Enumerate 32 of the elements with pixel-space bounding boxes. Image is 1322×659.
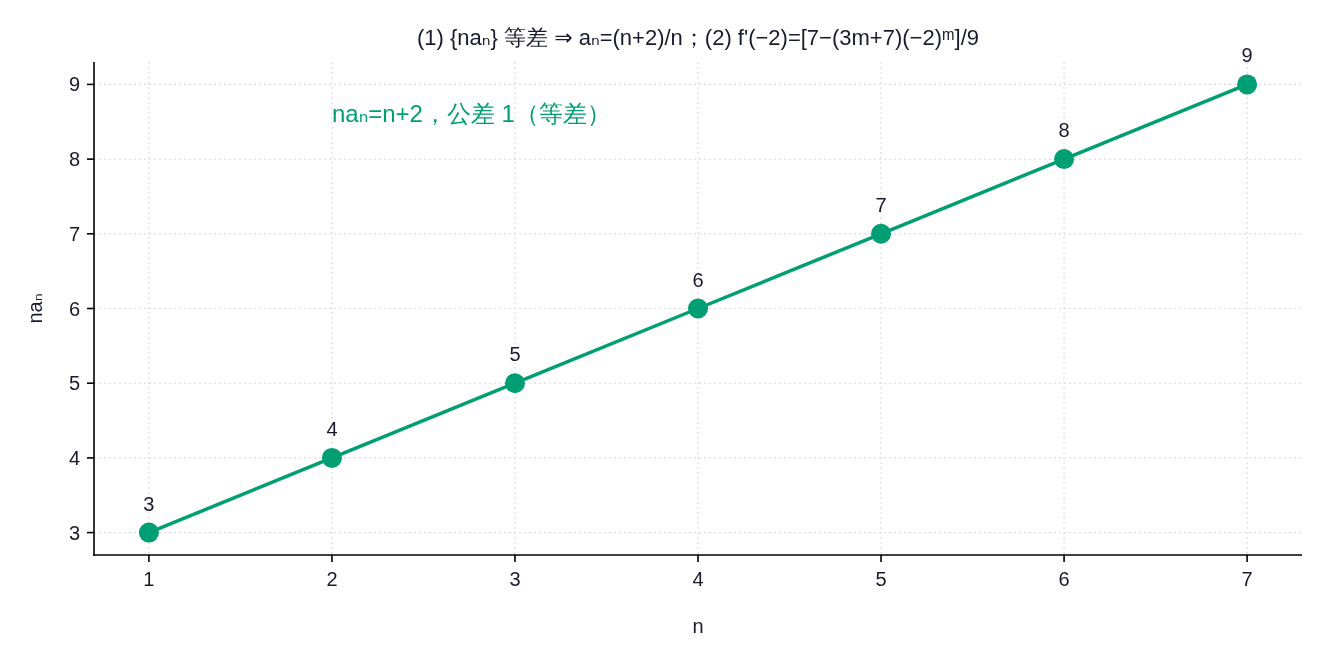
y-tick-label: 5: [68, 372, 80, 395]
data-label: 8: [1058, 119, 1070, 142]
y-axis-title: naₙ: [24, 293, 46, 324]
x-tick-label: 1: [143, 568, 155, 590]
point: [1237, 74, 1258, 95]
point: [871, 223, 892, 244]
x-tick-label: 2: [326, 568, 338, 590]
y-tick-label: 3: [68, 521, 80, 544]
y-tick-label: 9: [68, 73, 80, 96]
x-tick-label: 4: [692, 568, 704, 590]
chart-title: (1) {naₙ} 等差 ⇒ aₙ=(n+2)/n；(2) f'(−2)=[7−(3m+7)(−2)ᵐ]/9: [416, 25, 980, 50]
point: [688, 298, 708, 319]
point: [1054, 149, 1075, 170]
data-label: 6: [692, 268, 704, 291]
y-tick-label: 8: [68, 148, 80, 171]
y-tick-label: 7: [68, 222, 80, 245]
point: [321, 447, 342, 468]
point: [138, 522, 159, 543]
data-label: 3: [143, 492, 155, 515]
point: [504, 373, 525, 394]
x-tick-label: 6: [1058, 568, 1070, 590]
x-axis-title: n: [692, 615, 704, 637]
y-tick-label: 4: [68, 446, 80, 469]
annotation: naₙ=n+2，公差 1（等差）: [331, 100, 611, 127]
data-label: 5: [509, 343, 521, 366]
data-label: 4: [326, 417, 338, 440]
y-tick-label: 6: [68, 297, 80, 320]
x-tick-label: 3: [509, 568, 521, 590]
data-label: 7: [875, 193, 887, 216]
data-label: 9: [1241, 44, 1253, 67]
x-tick-label: 7: [1241, 568, 1253, 590]
x-tick-label: 5: [875, 568, 887, 590]
